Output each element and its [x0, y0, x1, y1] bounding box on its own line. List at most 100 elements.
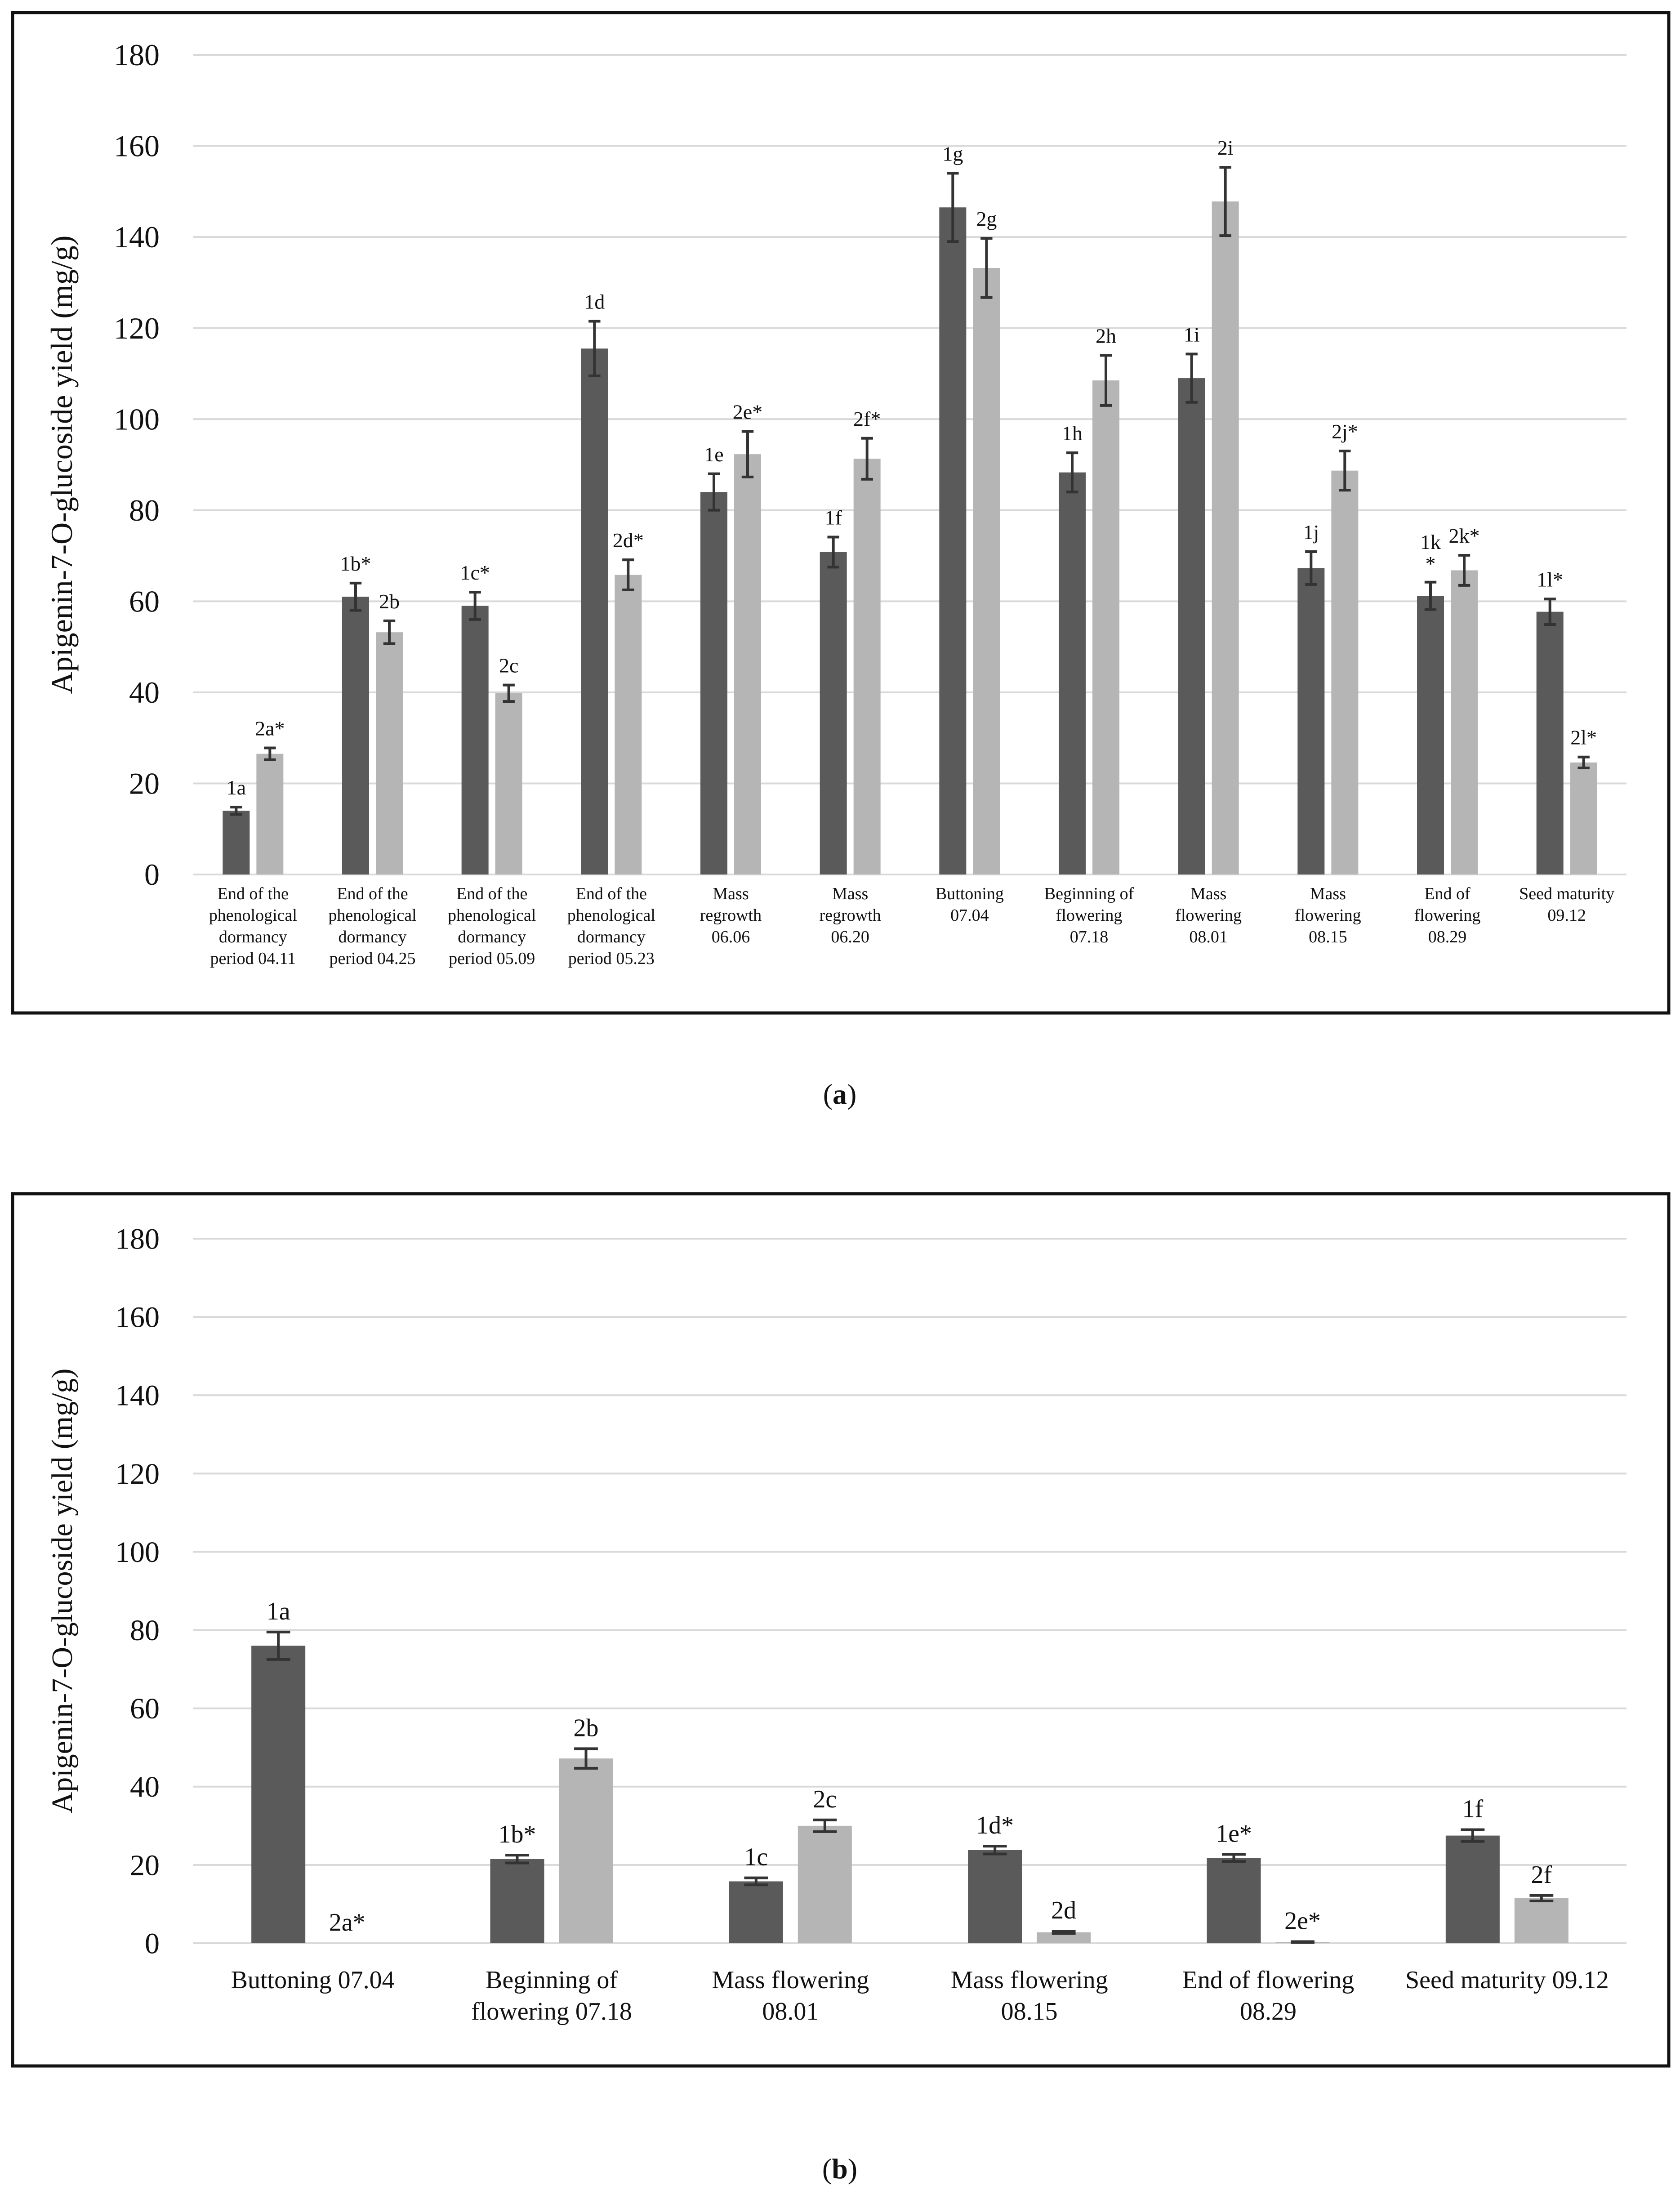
data-label: 2d* — [613, 529, 644, 552]
bar-series-1 — [1297, 568, 1325, 874]
y-tick-label: 0 — [144, 857, 160, 892]
error-bar — [503, 683, 515, 703]
data-label: 2c — [499, 654, 518, 677]
error-bar — [1052, 1930, 1076, 1935]
error-bar — [1100, 354, 1112, 407]
bar-series-2 — [1092, 380, 1119, 874]
error-bar — [588, 320, 601, 378]
panel-a-caption: (a) — [823, 1078, 857, 1110]
x-tick-label: End of the phenological dormancy period 05.… — [567, 884, 655, 968]
bar-series-2 — [1331, 470, 1359, 874]
data-label: 2a* — [329, 1909, 365, 1936]
panel-a-letter: a — [833, 1078, 847, 1110]
error-bar — [1222, 1853, 1246, 1863]
data-label: 2e* — [1284, 1907, 1321, 1935]
x-tick-label: Mass flowering 08.01 — [712, 1966, 869, 2025]
error-bar — [1544, 598, 1556, 626]
bar-series-1 — [968, 1850, 1022, 1943]
error-bar — [349, 581, 362, 612]
error-bar — [1529, 1894, 1554, 1902]
bar-series-1 — [1178, 378, 1205, 874]
x-tick-label: Buttoning 07.04 — [936, 884, 1004, 925]
bar-series-1 — [1059, 472, 1086, 874]
data-label: 1i — [1184, 323, 1200, 346]
data-label: 2b — [574, 1714, 599, 1742]
data-label: 2i — [1217, 136, 1234, 159]
error-bar — [708, 472, 720, 512]
data-label: 2f — [1531, 1861, 1552, 1889]
bar-series-2 — [734, 454, 761, 874]
bar-series-1 — [700, 492, 727, 874]
error-bar — [266, 1630, 290, 1661]
y-tick-label: 180 — [114, 38, 160, 72]
error-bar — [741, 430, 754, 478]
error-bar — [980, 237, 993, 299]
x-tick-label: End of the phenological dormancy period 04.… — [209, 884, 297, 968]
data-label: 1e* — [1216, 1820, 1252, 1847]
y-tick-label: 100 — [115, 1536, 160, 1569]
x-tick-label: Mass flowering 08.15 — [1295, 884, 1361, 946]
data-label: 2d — [1051, 1896, 1076, 1924]
y-tick-label: 140 — [115, 1379, 160, 1412]
data-label: 1b* — [499, 1820, 536, 1848]
y-axis-label: Apigenin-7-O-glucoside yield (mg/g) — [46, 1369, 79, 1814]
x-tick-label: End of the phenological dormancy period 05.… — [448, 884, 536, 968]
error-bar — [1305, 550, 1317, 586]
data-label: 1d* — [976, 1811, 1014, 1839]
bar-series-1 — [729, 1881, 783, 1943]
error-bar — [622, 558, 634, 592]
data-label: 2h — [1096, 324, 1116, 347]
y-tick-label: 120 — [114, 311, 160, 345]
bar-series-1 — [581, 348, 608, 874]
bar-series-1 — [490, 1859, 544, 1943]
data-label: 1f — [1462, 1795, 1484, 1823]
y-tick-label: 40 — [129, 675, 160, 709]
y-tick-label: 180 — [115, 1222, 160, 1255]
y-tick-label: 60 — [130, 1692, 160, 1725]
error-bar — [813, 1818, 837, 1833]
bar-series-2 — [495, 693, 522, 874]
error-bar — [574, 1747, 598, 1770]
y-axis-label: Apigenin-7-O-glucoside yield (mg/g) — [45, 236, 79, 694]
x-tick-label: Mass regrowth 06.20 — [820, 884, 881, 946]
x-tick-label: Mass flowering 08.01 — [1175, 884, 1242, 946]
data-label: 1k * — [1420, 531, 1441, 575]
data-label: 1c — [744, 1843, 768, 1871]
data-label: 2l* — [1570, 726, 1597, 749]
bar-series-1 — [1417, 596, 1444, 874]
error-bar — [505, 1854, 529, 1865]
error-bar — [1219, 166, 1231, 237]
x-tick-label: Buttoning 07.04 — [231, 1966, 395, 1994]
data-label: 1f — [825, 506, 842, 529]
data-label: 2f* — [853, 407, 881, 430]
bar-series-2 — [1570, 762, 1597, 874]
x-tick-label: Beginning of flowering 07.18 — [471, 1966, 632, 2025]
data-label: 2j* — [1332, 420, 1358, 443]
data-label: 1g — [942, 142, 963, 165]
bar-series-2 — [853, 459, 881, 874]
error-bar — [827, 535, 839, 569]
x-tick-label: End of flowering 08.29 — [1182, 1966, 1355, 2025]
panel-a-chart: 0 20 40 60 80 100 120 140 160 180 Apigenin-7-O-glu… — [11, 11, 1671, 1015]
bar-series-1 — [342, 597, 369, 874]
error-bar — [861, 437, 873, 481]
error-bar — [1066, 451, 1078, 494]
x-tick-label: Seed maturity 09.12 — [1405, 1966, 1609, 1994]
y-tick-label: 160 — [115, 1301, 160, 1334]
y-tick-label: 80 — [129, 493, 160, 527]
data-label: 1l* — [1537, 568, 1563, 591]
x-tick-label: Seed maturity 09.12 — [1519, 884, 1614, 925]
y-tick-label: 20 — [130, 1849, 160, 1882]
error-bar — [744, 1876, 768, 1887]
error-bar — [1458, 554, 1471, 587]
y-tick-label: 80 — [130, 1614, 160, 1647]
chart-frame — [11, 11, 1671, 1015]
error-bar — [1339, 450, 1351, 492]
data-label: 1b* — [340, 552, 371, 575]
data-label: 1e — [704, 443, 723, 466]
y-tick-label: 20 — [129, 767, 160, 801]
data-label: 1d — [584, 290, 605, 313]
bar-series-1 — [251, 1646, 306, 1943]
x-tick-label: Mass flowering 08.15 — [951, 1966, 1108, 2025]
